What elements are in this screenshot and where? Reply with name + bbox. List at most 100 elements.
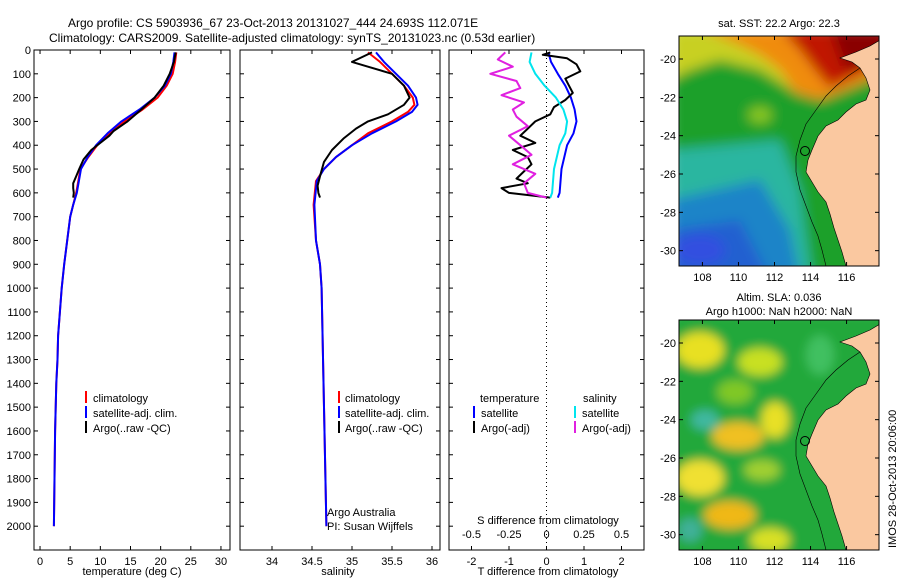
legend-label-s-argo: Argo(-adj) bbox=[582, 423, 631, 435]
lat-tick-label: -30 bbox=[660, 246, 676, 258]
x-tick-label: 15 bbox=[124, 556, 136, 568]
legend-label-s-satellite: satellite bbox=[582, 408, 619, 420]
x-tick-label: 34 bbox=[266, 556, 278, 568]
difference-panel: -2 -1 0 1 2 -0.5 -0.25 0 0.25 0.5 temperature sa… bbox=[448, 49, 645, 578]
series-line-argo-raw-qc bbox=[316, 51, 411, 198]
depth-tick-label: 300 bbox=[13, 116, 31, 128]
depth-tick-labels: 0 100 200 300 400 500 600 700 800 900 1000 1100 1200… bbox=[7, 45, 230, 533]
legend-label-climatology: climatology bbox=[93, 393, 149, 405]
difference-legend: temperature salinity satellite Argo(-adj… bbox=[473, 393, 631, 435]
temperature-panel: 0100200300400500600700800900100011001200… bbox=[7, 45, 231, 578]
lon-tick-label: 112 bbox=[766, 556, 784, 568]
x-tick-label: 30 bbox=[215, 556, 227, 568]
s-difference-xlabel: S difference from climatology bbox=[477, 515, 619, 527]
salinity-tick-labels: 34 34.5 35 35.5 36 bbox=[266, 50, 438, 568]
x-tick-label: 20 bbox=[155, 556, 167, 568]
series-line-satellite-adj-clim bbox=[52, 52, 176, 527]
depth-tick-label: 1900 bbox=[7, 497, 31, 509]
argo-location-marker bbox=[800, 146, 810, 156]
series-line-argo-adj bbox=[500, 51, 582, 199]
figure-title-line2: Climatology: CARS2009. Satellite-adjuste… bbox=[49, 31, 535, 45]
lat-tick-label: -24 bbox=[660, 131, 676, 143]
bathymetry-contour bbox=[795, 351, 861, 550]
s-difference-tick-label: 0.5 bbox=[614, 529, 629, 541]
t-difference-tick-labels: -2 -1 0 1 2 bbox=[467, 50, 625, 568]
legend-label-satellite-adj: satellite-adj. clim. bbox=[93, 408, 177, 420]
lat-tick-label: -28 bbox=[660, 491, 676, 503]
x-tick-label: 35.5 bbox=[381, 556, 402, 568]
series-line-climatology bbox=[52, 52, 178, 527]
annotation-line2: PI: Susan Wijffels bbox=[327, 521, 413, 533]
depth-tick-label: 0 bbox=[25, 45, 31, 57]
sst-map-panel: sat. SST: 22.2 Argo: 22.3 108 110 112 114 11… bbox=[660, 18, 880, 284]
bathymetry-contour bbox=[795, 67, 861, 266]
legend-label-t-satellite: satellite bbox=[481, 408, 518, 420]
sla-map-title: Altim. SLA: 0.036 bbox=[737, 292, 822, 304]
land-mask bbox=[805, 324, 879, 550]
s-difference-tick-label: 0 bbox=[543, 529, 549, 541]
legend-label-argo: Argo(..raw -QC) bbox=[93, 423, 171, 435]
s-difference-tick-label: -0.5 bbox=[462, 529, 481, 541]
lat-tick-label: -22 bbox=[660, 376, 676, 388]
lat-tick-label: -20 bbox=[660, 54, 676, 66]
lat-tick-label: -26 bbox=[660, 453, 676, 465]
x-tick-label: 1 bbox=[581, 556, 587, 568]
depth-tick-label: 1200 bbox=[7, 331, 31, 343]
series-line-satellite-adj-clim bbox=[313, 51, 419, 527]
series-line-satellite bbox=[528, 52, 569, 198]
depth-tick-label: 900 bbox=[13, 259, 31, 271]
t-difference-xlabel: T difference from climatology bbox=[478, 566, 619, 578]
land-mask bbox=[805, 40, 879, 266]
depth-tick-label: 1500 bbox=[7, 402, 31, 414]
x-tick-label: 0 bbox=[543, 556, 549, 568]
x-tick-label: 36 bbox=[426, 556, 438, 568]
lat-tick-label: -28 bbox=[660, 207, 676, 219]
sst-field bbox=[679, 36, 879, 266]
x-tick-label: 34.5 bbox=[301, 556, 322, 568]
lon-tick-label: 116 bbox=[838, 272, 856, 284]
lat-tick-label: -30 bbox=[660, 530, 676, 542]
lat-tick-label: -26 bbox=[660, 169, 676, 181]
lon-tick-label: 116 bbox=[838, 556, 856, 568]
depth-tick-label: 1700 bbox=[7, 450, 31, 462]
salinity-legend: climatology satellite-adj. clim. Argo(..… bbox=[338, 391, 429, 435]
sla-map-tick-labels: 108 110 112 114 116 -20 -22 -24 -26 -28 -30 bbox=[660, 320, 879, 568]
x-tick-label: 35 bbox=[346, 556, 358, 568]
depth-tick-label: 1000 bbox=[7, 283, 31, 295]
depth-tick-label: 800 bbox=[13, 235, 31, 247]
x-tick-label: -2 bbox=[467, 556, 477, 568]
series-line-argo-raw-qc bbox=[72, 52, 177, 198]
legend-title-temperature: temperature bbox=[480, 393, 539, 405]
series-line-argo-adj bbox=[489, 51, 547, 199]
depth-tick-label: 1300 bbox=[7, 355, 31, 367]
depth-tick-label: 1100 bbox=[7, 307, 31, 319]
sla-field bbox=[679, 320, 879, 550]
depth-tick-label: 500 bbox=[13, 164, 31, 176]
argo-location-marker bbox=[800, 436, 810, 446]
lon-tick-label: 108 bbox=[693, 272, 711, 284]
x-tick-label: 0 bbox=[37, 556, 43, 568]
legend-label-satellite-adj: satellite-adj. clim. bbox=[345, 408, 429, 420]
annotation-line1: Argo Australia bbox=[327, 507, 396, 519]
lat-tick-label: -20 bbox=[660, 338, 676, 350]
temperature-xlabel: temperature (deg C) bbox=[82, 566, 181, 578]
lon-tick-label: 114 bbox=[802, 272, 820, 284]
depth-tick-label: 400 bbox=[13, 140, 31, 152]
lon-tick-label: 110 bbox=[730, 556, 748, 568]
depth-tick-label: 600 bbox=[13, 188, 31, 200]
x-tick-label: 10 bbox=[94, 556, 106, 568]
x-tick-label: -1 bbox=[504, 556, 514, 568]
series-line-satellite bbox=[547, 52, 578, 198]
s-difference-tick-labels: -0.5 -0.25 0 0.25 0.5 bbox=[462, 529, 629, 541]
sla-map-subtitle: Argo h1000: NaN h2000: NaN bbox=[706, 306, 853, 318]
salinity-panel: 34 34.5 35 35.5 36 climatology satellite-adj… bbox=[239, 49, 441, 578]
lon-tick-label: 114 bbox=[802, 556, 820, 568]
x-tick-label: 2 bbox=[618, 556, 624, 568]
legend-label-argo: Argo(..raw -QC) bbox=[345, 423, 423, 435]
lat-tick-label: -24 bbox=[660, 415, 676, 427]
sst-map-tick-labels: 108 110 112 114 116 -20 -22 -24 -26 -28 -30 bbox=[660, 36, 879, 284]
imos-credit: IMOS 28-Oct-2013 20:06:00 bbox=[887, 410, 899, 548]
temperature-tick-labels: 0 5 10 15 20 25 30 bbox=[37, 50, 227, 568]
s-difference-tick-label: -0.25 bbox=[496, 529, 521, 541]
lon-tick-label: 108 bbox=[693, 556, 711, 568]
